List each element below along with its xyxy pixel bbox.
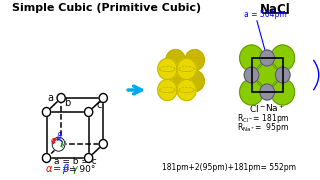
Circle shape bbox=[84, 154, 93, 163]
Circle shape bbox=[240, 45, 263, 71]
Circle shape bbox=[52, 137, 65, 151]
Circle shape bbox=[99, 93, 108, 102]
Circle shape bbox=[260, 50, 275, 66]
Text: Cl$^-$: Cl$^-$ bbox=[249, 103, 266, 114]
Circle shape bbox=[166, 50, 185, 71]
Circle shape bbox=[185, 71, 204, 92]
Text: 181pm+2(95pm)+181pm= 552pm: 181pm+2(95pm)+181pm= 552pm bbox=[162, 163, 296, 172]
Text: $\gamma$: $\gamma$ bbox=[60, 139, 67, 150]
Circle shape bbox=[177, 58, 196, 80]
Text: a = b = c: a = b = c bbox=[53, 157, 96, 166]
Circle shape bbox=[255, 62, 279, 88]
Text: c: c bbox=[97, 100, 102, 110]
Circle shape bbox=[84, 107, 93, 116]
Text: a: a bbox=[47, 93, 53, 103]
Text: Na$^+$: Na$^+$ bbox=[265, 102, 285, 114]
Circle shape bbox=[158, 80, 177, 100]
Text: R$_{\mathregular{Cl^-}}$= 181pm: R$_{\mathregular{Cl^-}}$= 181pm bbox=[237, 112, 290, 125]
Circle shape bbox=[271, 45, 295, 71]
Circle shape bbox=[57, 93, 65, 102]
Text: a = 564pm: a = 564pm bbox=[244, 10, 287, 19]
Bar bbox=[252, 58, 283, 92]
Text: $= \gamma$: $= \gamma$ bbox=[60, 164, 80, 176]
Circle shape bbox=[275, 67, 290, 83]
Text: NaCl: NaCl bbox=[260, 3, 291, 16]
Text: $\alpha$: $\alpha$ bbox=[50, 136, 57, 145]
Circle shape bbox=[42, 154, 51, 163]
Circle shape bbox=[57, 140, 65, 148]
Text: $\beta$: $\beta$ bbox=[56, 130, 63, 143]
Text: $\alpha$: $\alpha$ bbox=[45, 164, 53, 174]
Circle shape bbox=[244, 67, 259, 83]
Text: = 90°: = 90° bbox=[69, 165, 96, 174]
Circle shape bbox=[158, 58, 177, 80]
Circle shape bbox=[271, 79, 295, 105]
Text: $=\beta$: $=\beta$ bbox=[51, 162, 71, 176]
Circle shape bbox=[99, 140, 108, 148]
Text: b: b bbox=[64, 98, 71, 108]
Text: Simple Cubic (Primitive Cubic): Simple Cubic (Primitive Cubic) bbox=[12, 3, 202, 13]
Circle shape bbox=[260, 84, 275, 100]
Circle shape bbox=[185, 50, 204, 71]
Circle shape bbox=[240, 79, 263, 105]
Text: R$_{\mathregular{Na^+}}$=  95pm: R$_{\mathregular{Na^+}}$= 95pm bbox=[237, 121, 289, 134]
Circle shape bbox=[166, 71, 185, 92]
Circle shape bbox=[42, 107, 51, 116]
Circle shape bbox=[177, 80, 196, 100]
